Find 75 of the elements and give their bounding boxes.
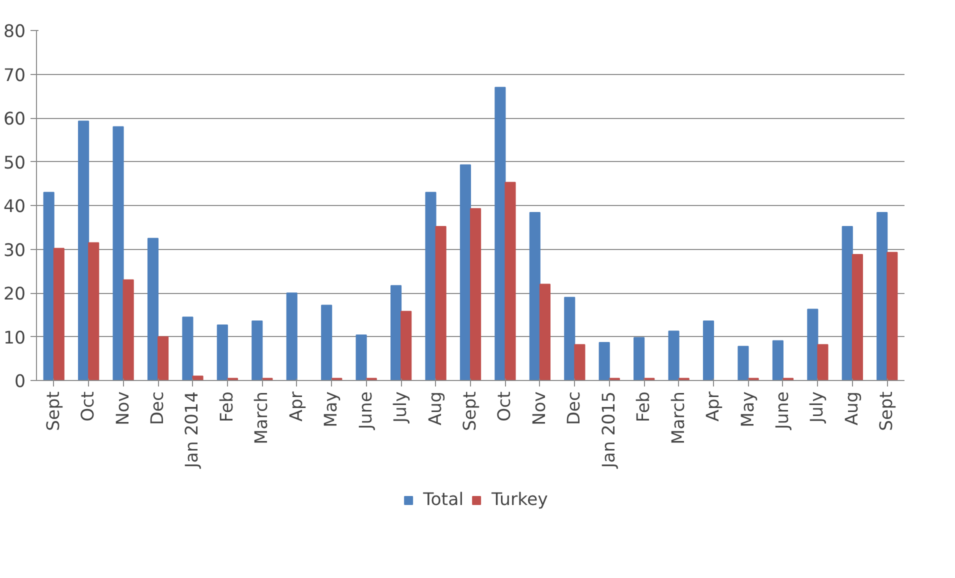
- bar: [321, 304, 332, 380]
- x-tick-label: March: [668, 391, 689, 444]
- legend-label: Turkey: [492, 490, 548, 510]
- x-tick-label: Oct: [495, 391, 516, 422]
- x-tick-label: Nov: [113, 391, 134, 426]
- bar: [807, 308, 818, 380]
- y-tick-label: 50: [3, 153, 26, 174]
- x-tick-label: Sept: [877, 391, 898, 431]
- x-tick-label: July: [391, 391, 412, 424]
- bar: [529, 212, 540, 380]
- x-tick-label: Nov: [530, 391, 550, 426]
- bar: [88, 242, 100, 380]
- bar: [78, 120, 90, 380]
- bar: [192, 376, 204, 380]
- bar: [494, 86, 506, 380]
- x-tick-label: June: [772, 391, 793, 430]
- x-tick-label: Dec: [148, 392, 168, 426]
- bar: [470, 208, 482, 380]
- x-tick-label: May: [738, 391, 758, 428]
- bar: [53, 248, 64, 380]
- x-tick-label: March: [252, 391, 272, 444]
- bar: [182, 316, 194, 380]
- x-tick-label: Jan 2015: [599, 391, 620, 469]
- x-tick-label: Apr: [704, 390, 724, 422]
- bar: [216, 324, 228, 380]
- bar: [668, 330, 680, 380]
- y-tick-label: 30: [3, 240, 26, 261]
- bar: [252, 320, 263, 380]
- bar: [504, 182, 516, 380]
- bar: [356, 334, 367, 380]
- y-tick-label: 10: [3, 328, 26, 348]
- bar: [425, 192, 436, 380]
- bar: [122, 279, 134, 380]
- y-tick-label: 40: [3, 197, 26, 217]
- bar: [147, 238, 159, 380]
- x-tick-label: July: [808, 391, 828, 424]
- x-tick-label: Dec: [564, 392, 585, 426]
- bar: [817, 344, 828, 380]
- bar: [842, 226, 853, 380]
- x-tick-label: Sept: [460, 391, 480, 431]
- y-tick-label: 70: [3, 66, 26, 86]
- bar: [460, 164, 471, 380]
- bar: [564, 296, 576, 380]
- bar: [738, 346, 749, 380]
- bar: [598, 342, 610, 380]
- y-tick-label: 20: [3, 284, 26, 304]
- x-tick-label: May: [322, 391, 342, 428]
- bar: [634, 337, 645, 380]
- bar: [158, 336, 169, 380]
- bar: [772, 340, 784, 380]
- bar: [876, 212, 888, 380]
- x-tick-label: Aug: [426, 391, 446, 426]
- x-tick-label: Feb: [634, 391, 654, 422]
- y-tick-label: 80: [3, 22, 26, 42]
- bar: [286, 292, 298, 380]
- x-tick-label: Sept: [44, 391, 64, 431]
- bar: [539, 284, 551, 380]
- bar: [574, 344, 586, 380]
- bar: [852, 254, 863, 380]
- legend-label: Total: [423, 490, 464, 510]
- x-tick-label: Aug: [842, 391, 862, 426]
- bar: [390, 285, 402, 380]
- y-tick-label: 0: [14, 372, 26, 392]
- x-tick-label: Oct: [78, 391, 99, 422]
- y-tick-label: 60: [3, 110, 26, 130]
- x-tick-label: Apr: [286, 390, 307, 422]
- bar: [886, 252, 898, 380]
- bar: [702, 320, 714, 380]
- x-tick-label: Jan 2014: [182, 391, 203, 469]
- bar: [112, 126, 124, 380]
- bar: [400, 310, 412, 380]
- x-tick-label: Feb: [217, 391, 238, 422]
- bar: [435, 226, 446, 380]
- x-tick-label: June: [356, 391, 376, 430]
- bar: [43, 192, 54, 380]
